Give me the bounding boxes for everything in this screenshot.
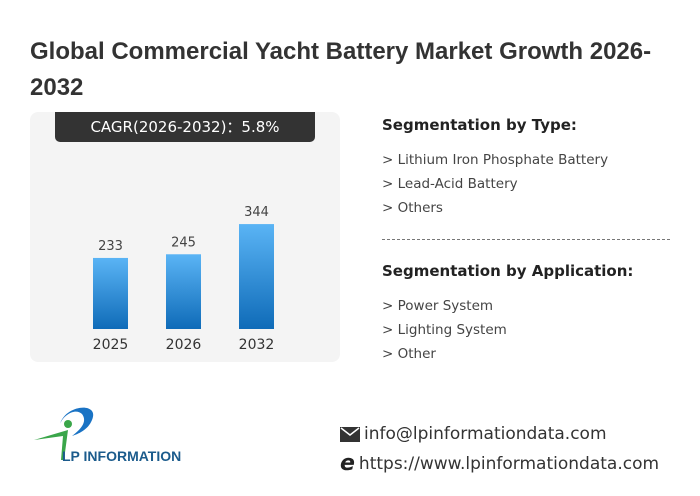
browser-e-icon: e: [340, 451, 355, 476]
application-item: > Other: [382, 346, 436, 362]
type-item: > Lithium Iron Phosphate Battery: [382, 152, 609, 168]
bar-2032: [239, 224, 274, 329]
segmentation-by-application: Segmentation by Application: > Power Sys…: [382, 262, 633, 366]
application-item: > Lighting System: [382, 322, 507, 338]
x-tick-label: 2032: [239, 337, 275, 353]
divider: [382, 239, 670, 240]
cagr-badge: CAGR(2026-2032)：5.8%: [55, 112, 315, 142]
data-label: 245: [171, 235, 196, 250]
type-item: > Others: [382, 200, 443, 216]
data-label: 344: [244, 205, 269, 220]
application-heading: Segmentation by Application:: [382, 262, 634, 280]
website-link[interactable]: https://www.lpinformationdata.com: [358, 454, 660, 474]
x-tick-label: 2026: [166, 337, 202, 353]
email-link[interactable]: info@lpinformationdata.com: [364, 424, 607, 444]
x-tick-label: 2025: [93, 337, 129, 353]
contact-email[interactable]: info@lpinformationdata.com: [340, 424, 607, 444]
data-label: 233: [98, 239, 123, 254]
bar-2026: [166, 254, 201, 329]
logo-text: LP INFORMATION: [62, 448, 182, 464]
bar-2025: [93, 257, 128, 329]
type-item: > Lead-Acid Battery: [382, 176, 518, 192]
contact-website[interactable]: e https://www.lpinformationdata.com: [340, 451, 660, 476]
lp-logo-icon: [34, 407, 94, 460]
type-heading: Segmentation by Type:: [382, 116, 577, 134]
page-title: Global Commercial Yacht Battery Market G…: [30, 38, 652, 101]
application-item: > Power System: [382, 298, 494, 314]
envelope-icon: [340, 427, 360, 442]
segmentation-by-type: Segmentation by Type: > Lithium Iron Pho…: [382, 116, 608, 220]
